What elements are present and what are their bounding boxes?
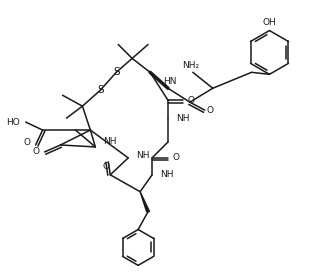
Polygon shape (140, 192, 149, 212)
Text: HO: HO (6, 118, 20, 127)
Text: NH: NH (103, 138, 117, 147)
Text: NH: NH (176, 114, 189, 123)
Text: S: S (113, 67, 119, 77)
Text: HN: HN (163, 77, 177, 86)
Text: O: O (33, 147, 40, 156)
Text: NH₂: NH₂ (182, 61, 199, 70)
Text: NH: NH (160, 170, 174, 179)
Text: O: O (103, 162, 110, 171)
Text: OH: OH (263, 18, 276, 27)
Text: NH: NH (136, 152, 149, 160)
Text: O: O (206, 106, 213, 115)
Text: O: O (173, 153, 180, 163)
Text: O: O (188, 96, 195, 105)
Text: O: O (24, 139, 31, 147)
Text: S: S (97, 85, 104, 95)
